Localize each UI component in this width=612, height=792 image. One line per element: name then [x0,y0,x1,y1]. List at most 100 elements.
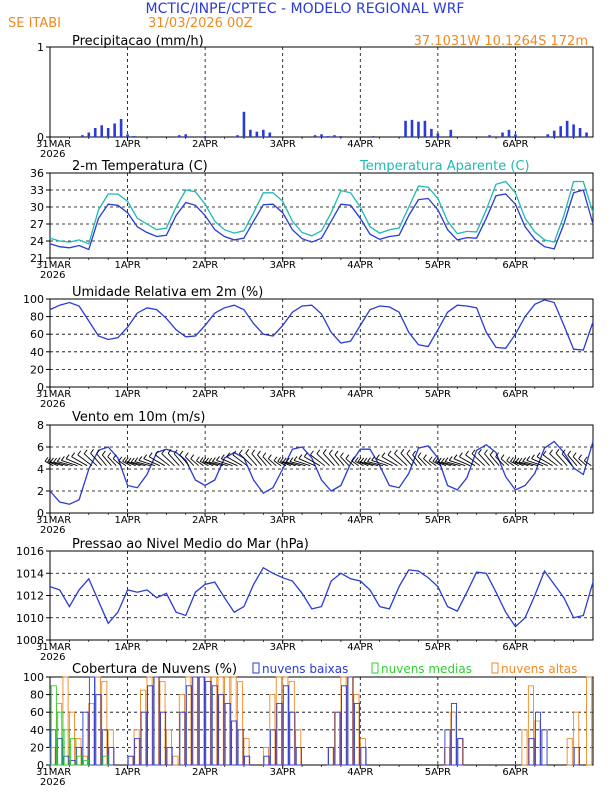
wind-barb [127,461,141,467]
wind-barb [96,453,107,466]
precip-bar [572,124,575,137]
wind-barb-flag [107,452,112,457]
wind-barb-flag [226,452,231,457]
wind-barb [161,453,175,467]
temp-title: 2-m Temperatura (C) [72,159,208,174]
wind-barb-flag [232,450,237,456]
wind-barb [316,453,330,467]
wind-barb-flag [47,457,52,462]
wind-barb-flag [220,454,225,459]
wind-barb-flag [118,456,123,462]
precip-bar [449,129,453,137]
cloud-bar [521,729,528,766]
wind-barb [134,461,151,467]
cloud-bar [341,685,348,766]
clouds-xlabel-day: 2APR [192,767,218,778]
wind-xlabel-day: 2APR [192,515,218,526]
wind-ytick-label: 6 [37,441,44,454]
wind-barb [273,460,282,467]
wind-barb-flag [583,456,588,462]
wind-barb [518,461,534,467]
wind-barb [118,460,127,467]
wind-ytick-label: 8 [37,419,44,432]
wind-barb [478,453,490,467]
temp-xlabel-day: 3APR [270,260,296,271]
pressure-series-line [49,566,594,628]
precip-bar [106,128,110,137]
clouds-frame [49,676,594,766]
precip-bar [87,132,91,137]
wind-barb-flag [298,454,303,459]
precip-bar [242,111,246,137]
precip-bar [203,136,207,137]
wind-barb [283,461,296,467]
precip-frame [49,46,594,138]
wind-barb-flag [526,456,531,461]
cloud-bar [134,738,141,766]
wind-barb [196,460,204,467]
clouds-ytick-label: 20 [30,741,44,754]
wind-barb [441,461,456,467]
wind-barb [179,454,190,466]
wind-barb [340,456,350,467]
wind-barb-flag [394,449,398,454]
wind-barb-flag [83,449,88,454]
precip-bar [320,134,323,137]
wind-barb [471,453,486,467]
precip-ytick-label: 0 [37,131,44,144]
legend-mid-label: nuvens medias [381,662,472,676]
wind-barb-flag [363,457,368,463]
temp-ytick-label: 30 [30,201,44,214]
wind-barb-flag [328,449,333,455]
wind-barb [310,454,326,467]
wind-barb [184,456,195,467]
wind-barb-flag [202,457,207,462]
wind-barb-flag [143,454,148,459]
precip-bar [262,129,265,137]
pressure-ytick-label: 1010 [16,612,44,625]
cloud-bar [218,694,225,766]
precip-bar [255,131,259,137]
wind-barb [357,461,369,467]
wind-barb [257,454,267,466]
clouds-ytick-label: 100 [23,671,44,684]
cloud-bar [160,711,167,766]
wind-barb [355,460,364,467]
wind-barb [495,456,505,467]
rh-xlabel-day: 1APR [114,389,140,400]
cloud-bar [83,760,90,766]
wind-barb [549,453,563,467]
rh-ytick-label: 80 [30,311,44,324]
cloud-bar [205,680,212,766]
wind-barb-flag [53,457,58,463]
precip-bar [333,135,336,137]
wind-barb-flag [124,457,129,462]
clouds-ytick-label: 0 [37,759,44,772]
wind-barb [131,461,146,467]
wind-barb [417,456,427,467]
wind-barb [251,453,263,466]
wind-barb-flag [412,450,416,456]
rh-xlabel-day: 2APR [192,389,218,400]
precip-xlabel-day: 3APR [270,139,296,150]
wind-barb-flag [549,449,553,454]
wind-barb-flag [112,454,117,459]
cloud-bar [353,702,361,766]
pressure-ytick-label: 1008 [16,634,44,647]
wind-barb [435,461,447,467]
clouds-xlabel-day: 3APR [270,767,296,778]
wind-barb-flag [387,450,392,456]
wind-barb [484,453,495,466]
wind-barb-flag [428,456,433,462]
cloud-bar [63,729,70,766]
precip-bar [507,129,511,137]
wind-barb-flag [567,450,572,456]
wind-barb-flag [303,452,308,457]
header-location: SE ITABI [8,16,61,31]
wind-barb-flag [216,456,220,461]
rh-ytick-label: 40 [30,346,44,359]
wind-barb-flag [360,457,365,463]
cloud-bar [573,746,580,766]
precip-bar [268,132,272,137]
